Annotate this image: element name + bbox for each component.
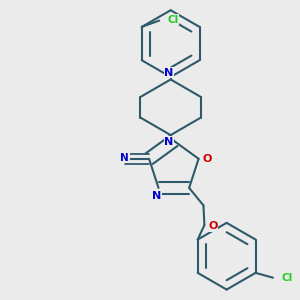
Text: N: N [121,152,129,163]
Text: N: N [164,68,174,78]
Text: N: N [152,191,162,201]
Text: O: O [203,154,212,164]
Text: O: O [208,221,218,231]
Text: N: N [164,137,174,147]
Text: Cl: Cl [167,15,178,25]
Text: Cl: Cl [282,273,293,283]
Text: C: C [120,152,128,163]
